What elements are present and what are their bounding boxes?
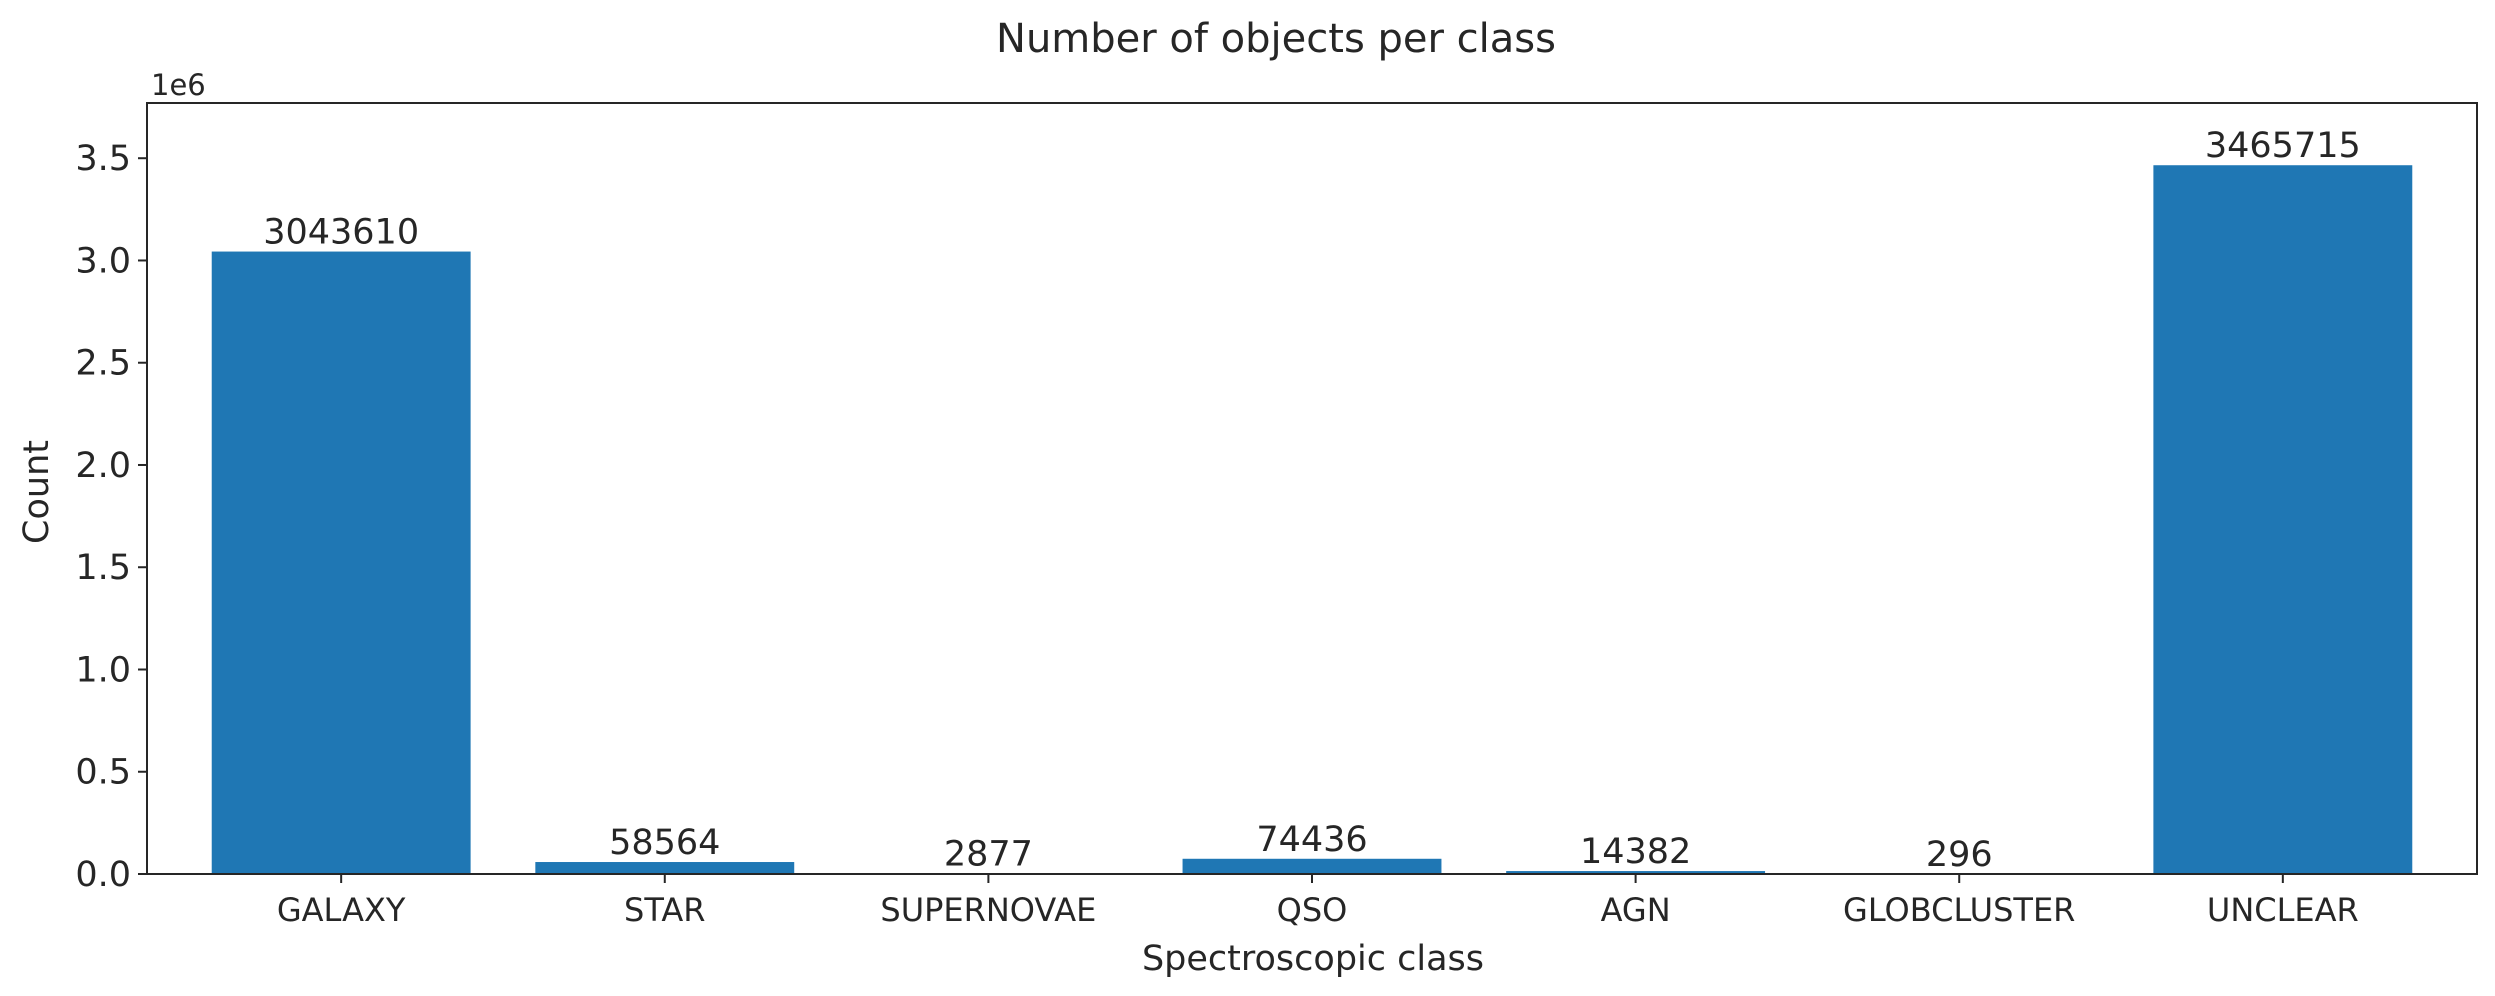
x-axis-label: Spectroscopic class [1142,939,1484,979]
bar-qso [1182,858,1442,874]
y-tick-label: 0.5 [75,753,131,793]
data-label-star: 58564 [609,823,720,863]
y-axis-label: Count [17,440,57,544]
data-label-galaxy: 3043610 [263,213,419,253]
y-axis-ticks: 0.0 0.5 1.0 1.5 2.0 2.5 3.0 3.5 [75,139,147,895]
data-label-qso: 74436 [1256,820,1367,860]
y-tick-label: 2.0 [75,446,131,486]
data-labels: 3043610 58564 2877 74436 14382 296 3465715 [263,126,2361,875]
y-tick-label: 0.0 [75,855,131,895]
bar-unclear [2153,165,2413,874]
y-tick-label: 3.0 [75,241,131,281]
bars-group [211,165,2413,875]
x-tick-label: QSO [1277,891,1348,929]
x-tick-label: GALAXY [277,891,406,929]
x-tick-label: AGN [1601,891,1671,929]
bar-galaxy [211,251,471,875]
y-tick-label: 3.5 [75,139,131,179]
y-tick-label: 1.0 [75,650,131,690]
x-axis-ticks: GALAXY STAR SUPERNOVAE QSO AGN GLOBCLUSTER UNC… [277,874,2359,929]
data-label-supernovae: 2877 [944,834,1033,874]
bar-star [535,862,795,874]
data-label-agn: 14382 [1580,832,1691,872]
x-tick-label: SUPERNOVAE [880,891,1096,929]
y-tick-label: 2.5 [75,344,131,384]
data-label-globcluster: 296 [1926,835,1993,875]
x-tick-label: GLOBCLUSTER [1843,891,2075,929]
y-tick-label: 1.5 [75,548,131,588]
data-label-unclear: 3465715 [2205,126,2361,166]
y-axis-offset-label: 1e6 [151,68,206,102]
chart-title: Number of objects per class [996,16,1556,62]
x-tick-label: STAR [624,891,706,929]
bar-agn [1506,871,1766,874]
x-tick-label: UNCLEAR [2207,891,2359,929]
plot-frame [146,102,2478,875]
